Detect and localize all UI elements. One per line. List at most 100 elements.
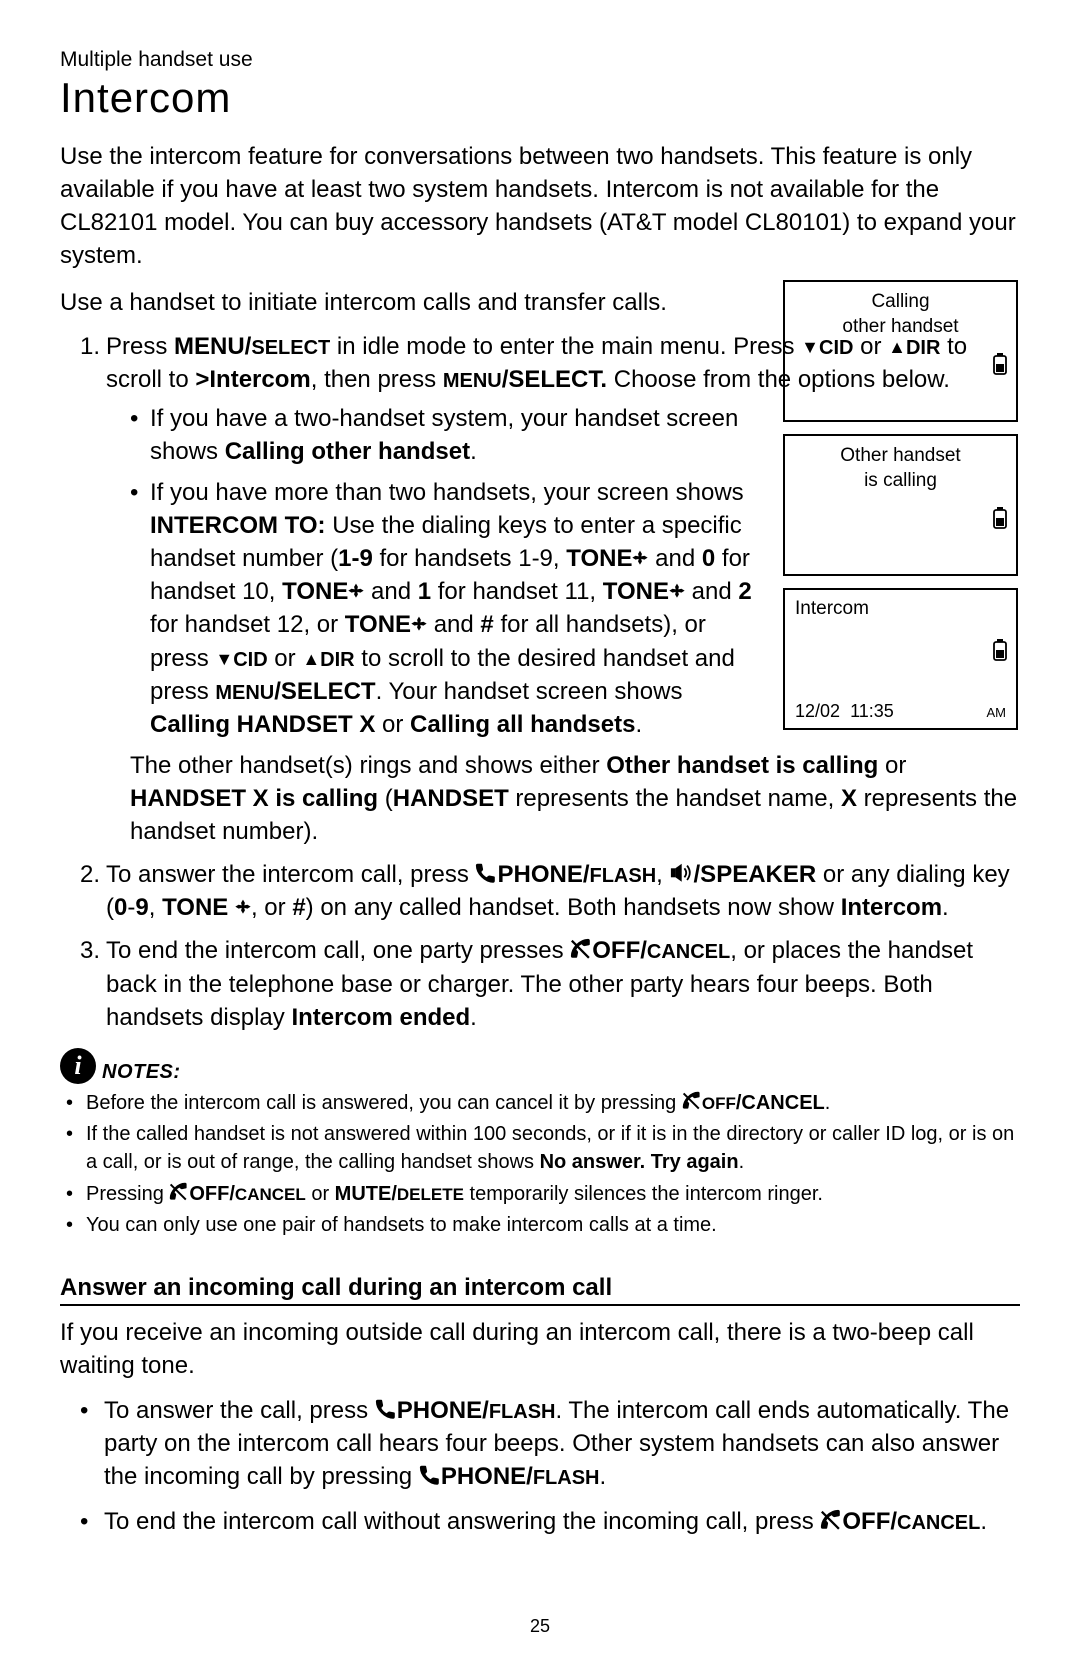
instruction-steps: 1. Press MENU/SELECT in idle mode to ent… bbox=[80, 330, 1020, 1034]
subsection-intro: If you receive an incoming outside call … bbox=[60, 1316, 1020, 1382]
star-icon bbox=[348, 583, 364, 601]
step1-bullet-2: If you have more than two handsets, your… bbox=[130, 476, 760, 741]
menu-key: MENU bbox=[215, 682, 274, 704]
cancel-key: CANCEL bbox=[897, 1512, 980, 1534]
speaker-key: /SPEAKER bbox=[694, 861, 817, 888]
flash-key: FLASH bbox=[533, 1467, 600, 1489]
bold: 1 bbox=[418, 578, 431, 605]
phone-key: PHONE/ bbox=[397, 1397, 489, 1424]
text: To answer the intercom call, press bbox=[106, 861, 475, 888]
text: To end the intercom call, one party pres… bbox=[106, 937, 570, 964]
tone-key: TONE bbox=[566, 545, 632, 572]
text: temporarily silences the intercom ringer… bbox=[464, 1183, 823, 1205]
text: , or bbox=[251, 894, 292, 921]
bold: 2 bbox=[738, 578, 751, 605]
text: . Your handset screen shows bbox=[376, 678, 683, 705]
phone-key: PHONE/ bbox=[497, 861, 589, 888]
bold: Calling HANDSET X bbox=[150, 711, 375, 738]
notes-section: i NOTES: Before the intercom call is ans… bbox=[60, 1048, 1020, 1240]
text: If you have more than two handsets, your… bbox=[150, 479, 744, 506]
text: Choose from the options below. bbox=[607, 366, 950, 393]
text: represents the handset name, bbox=[509, 785, 841, 812]
star-icon bbox=[669, 583, 685, 601]
dir-key: DIR bbox=[906, 337, 940, 359]
subsection-heading: Answer an incoming call during an interc… bbox=[60, 1274, 1020, 1302]
note-3: Pressing OFF/CANCEL or MUTE/DELETE tempo… bbox=[66, 1181, 1020, 1209]
step-3: 3. To end the intercom call, one party p… bbox=[80, 934, 1020, 1033]
divider bbox=[60, 1304, 1020, 1306]
note-4: You can only use one pair of handsets to… bbox=[66, 1212, 1020, 1240]
tone-key: TONE bbox=[603, 578, 669, 605]
text: in idle mode to enter the main menu. Pre… bbox=[330, 333, 801, 360]
note-1: Before the intercom call is answered, yo… bbox=[66, 1090, 1020, 1118]
cancel-key: CANCEL bbox=[647, 941, 730, 963]
text: and bbox=[648, 545, 701, 572]
select-key: /SELECT. bbox=[502, 366, 607, 393]
bold: X bbox=[841, 785, 857, 812]
off-key: OFF/ bbox=[592, 937, 647, 964]
text: Pressing bbox=[86, 1183, 169, 1205]
step-2: 2. To answer the intercom call, press PH… bbox=[80, 858, 1020, 924]
subsection-bullets: To answer the call, press PHONE/FLASH. T… bbox=[80, 1394, 1020, 1538]
up-arrow-icon: ▲ bbox=[888, 335, 906, 360]
bold: No answer. Try again bbox=[540, 1151, 739, 1173]
up-arrow-icon: ▲ bbox=[302, 647, 320, 672]
bold: Intercom bbox=[841, 894, 942, 921]
text: Press bbox=[106, 333, 174, 360]
dir-key: DIR bbox=[320, 649, 354, 671]
delete-key: DELETE bbox=[397, 1185, 464, 1204]
bold: Other handset is calling bbox=[606, 752, 878, 779]
step1-bullet-1: If you have a two-handset system, your h… bbox=[130, 402, 760, 468]
cid-key: CID bbox=[819, 337, 853, 359]
text: or bbox=[375, 711, 410, 738]
step1-trailing: The other handset(s) rings and shows eit… bbox=[130, 749, 1020, 848]
text: or bbox=[306, 1183, 335, 1205]
tone-key: TONE bbox=[345, 611, 411, 638]
bold: Intercom ended bbox=[291, 1004, 470, 1031]
off-icon bbox=[570, 938, 592, 960]
text: , bbox=[656, 861, 669, 888]
phone-icon bbox=[375, 1398, 397, 1420]
bold: 0 bbox=[114, 894, 127, 921]
step-1: 1. Press MENU/SELECT in idle mode to ent… bbox=[80, 330, 1020, 849]
text: Before the intercom call is answered, yo… bbox=[86, 1092, 682, 1114]
intro-paragraph-1: Use the intercom feature for conversatio… bbox=[60, 140, 1020, 272]
text: for handset 11, bbox=[431, 578, 603, 605]
section-label: Multiple handset use bbox=[60, 48, 1020, 72]
page-title: Intercom bbox=[60, 74, 1020, 122]
down-arrow-icon: ▼ bbox=[215, 647, 233, 672]
text: The other handset(s) rings and shows eit… bbox=[130, 752, 606, 779]
bold: # bbox=[292, 894, 305, 921]
off-icon bbox=[169, 1182, 189, 1202]
text: and bbox=[364, 578, 417, 605]
text: and bbox=[427, 611, 480, 638]
bold: 0 bbox=[702, 545, 715, 572]
cid-key: CID bbox=[233, 649, 267, 671]
tone-key: TONE bbox=[282, 578, 348, 605]
bold: 1-9 bbox=[338, 545, 373, 572]
off-key: OFF/ bbox=[189, 1183, 235, 1205]
bold: HANDSET X is calling bbox=[130, 785, 378, 812]
off-icon bbox=[682, 1091, 702, 1111]
bold: HANDSET bbox=[393, 785, 509, 812]
text: for handset 12, or bbox=[150, 611, 345, 638]
text: for handsets 1-9, bbox=[373, 545, 566, 572]
menu-key: MENU/ bbox=[174, 333, 251, 360]
menu-key: MENU bbox=[443, 370, 502, 392]
off-key: OFF bbox=[702, 1094, 736, 1113]
text: , bbox=[149, 894, 162, 921]
off-key: OFF/ bbox=[842, 1508, 897, 1535]
note-2: If the called handset is not answered wi… bbox=[66, 1121, 1020, 1176]
star-icon bbox=[411, 616, 427, 634]
bold: 9 bbox=[135, 894, 148, 921]
star-icon bbox=[632, 550, 648, 568]
intro-paragraph-2: Use a handset to initiate intercom calls… bbox=[60, 286, 740, 319]
flash-key: FLASH bbox=[590, 865, 657, 887]
text: and bbox=[685, 578, 738, 605]
text: ) on any called handset. Both handsets n… bbox=[306, 894, 841, 921]
bold: # bbox=[480, 611, 493, 638]
text: or bbox=[853, 333, 888, 360]
intercom-menu: >Intercom bbox=[195, 366, 310, 393]
sub-bullet-2: To end the intercom call without answeri… bbox=[80, 1505, 1020, 1538]
down-arrow-icon: ▼ bbox=[801, 335, 819, 360]
